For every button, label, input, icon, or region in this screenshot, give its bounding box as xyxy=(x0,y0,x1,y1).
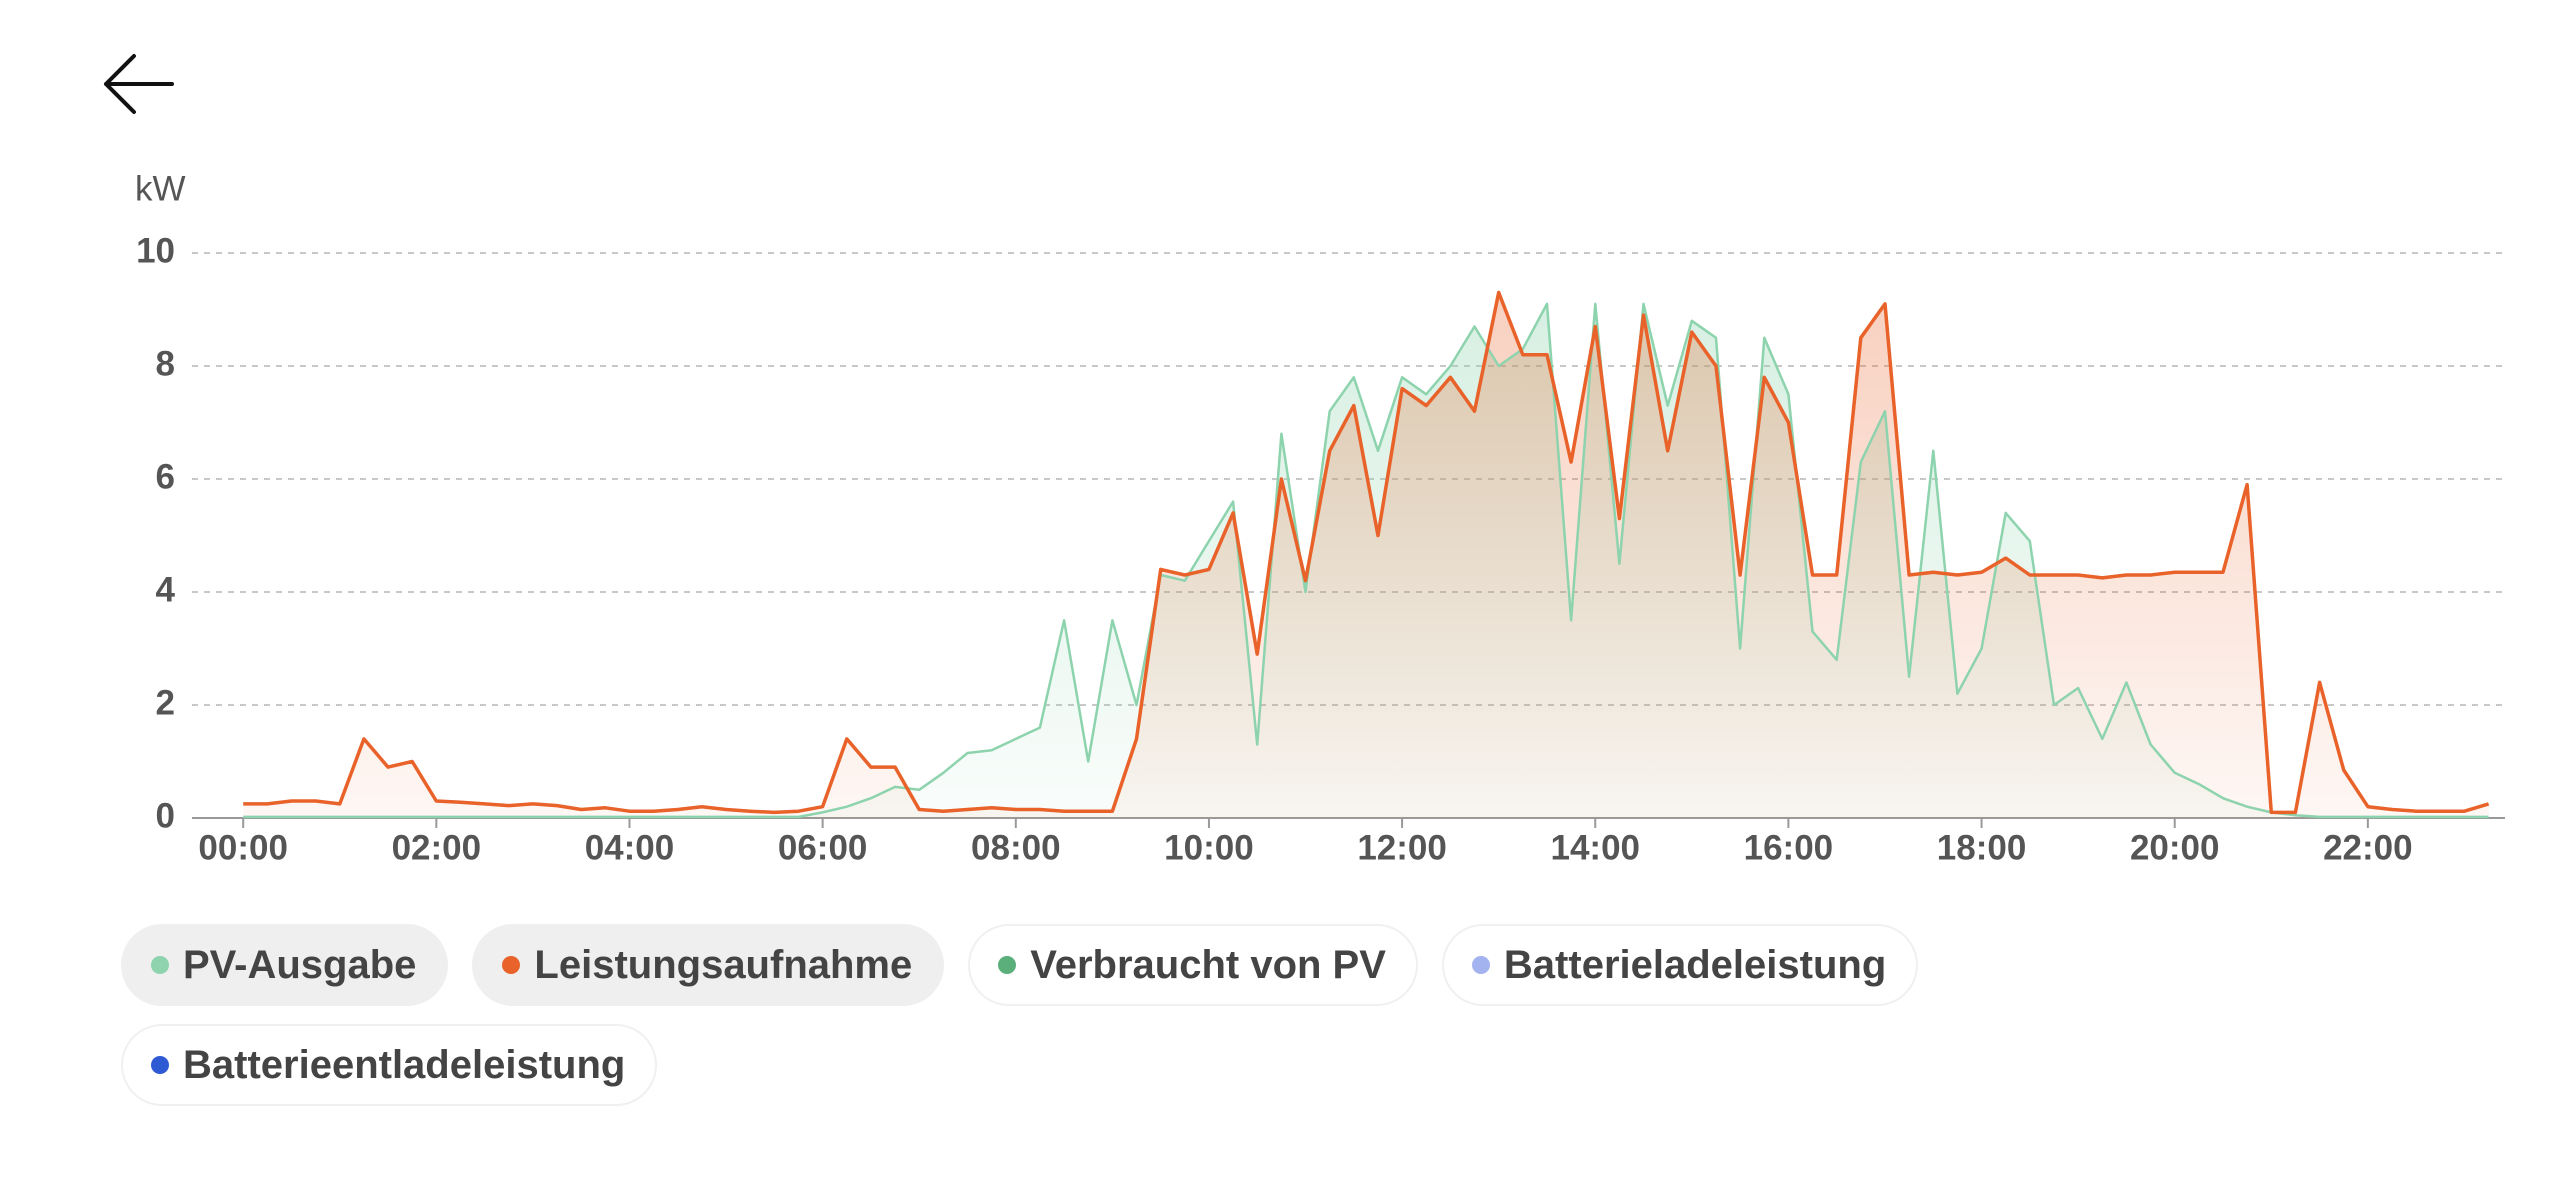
legend-label: Batterieladeleistung xyxy=(1503,942,1887,987)
chart: kW 0 2 4 6 8 10 00:00 02:00 04:00 06:00 08:00 10:00… xyxy=(135,169,2505,867)
x-tick-label: 18:00 xyxy=(1937,828,2027,867)
x-tick-label: 14:00 xyxy=(1550,828,1640,867)
y-tick-label: 4 xyxy=(156,570,176,609)
x-tick-label: 12:00 xyxy=(1357,828,1447,867)
legend-label: Batterieentladeleistung xyxy=(183,1042,626,1087)
x-tick-label: 06:00 xyxy=(778,828,868,867)
legend-dot xyxy=(998,956,1017,974)
x-tick-label: 08:00 xyxy=(971,828,1061,867)
legend-item[interactable]: PV-Ausgabe xyxy=(121,924,449,1006)
legend-dot xyxy=(151,956,169,974)
y-tick-label: 8 xyxy=(156,344,175,383)
area-fill xyxy=(243,292,2489,818)
x-tick-label: 02:00 xyxy=(392,828,482,867)
y-tick-label: 2 xyxy=(156,683,175,722)
x-tick-label: 04:00 xyxy=(585,828,675,867)
legend-item[interactable]: Verbraucht von PV xyxy=(968,924,1418,1006)
back-button[interactable] xyxy=(100,52,176,116)
legend-dot xyxy=(151,1056,169,1074)
legend-dot xyxy=(502,956,521,974)
legend-label: PV-Ausgabe xyxy=(183,942,417,987)
y-tick-label: 6 xyxy=(156,457,175,496)
legend-item[interactable]: Batterieentladeleistung xyxy=(121,1024,658,1106)
legend-label: Verbraucht von PV xyxy=(1030,942,1386,987)
x-tick-label: 20:00 xyxy=(2130,828,2220,867)
legend-item[interactable]: Leistungsaufnahme xyxy=(472,924,945,1006)
back-arrow xyxy=(104,54,174,114)
legend: PV-Ausgabe Leistungsaufnahme Verbraucht vo… xyxy=(121,924,2121,1106)
legend-item[interactable]: Batterieladeleistung xyxy=(1441,924,1919,1006)
series-line xyxy=(243,302,2489,819)
series-line xyxy=(243,290,2490,815)
legend-label: Leistungsaufnahme xyxy=(534,942,913,987)
x-tick-label: 22:00 xyxy=(2323,828,2413,867)
x-tick-label: 16:00 xyxy=(1744,828,1834,867)
x-tick-label: 10:00 xyxy=(1164,828,1254,867)
y-unit: kW xyxy=(135,169,186,208)
y-tick-label: 0 xyxy=(156,796,175,835)
y-tick-label: 10 xyxy=(136,231,175,270)
x-tick-label: 00:00 xyxy=(198,828,288,867)
legend-dot xyxy=(1471,956,1490,974)
